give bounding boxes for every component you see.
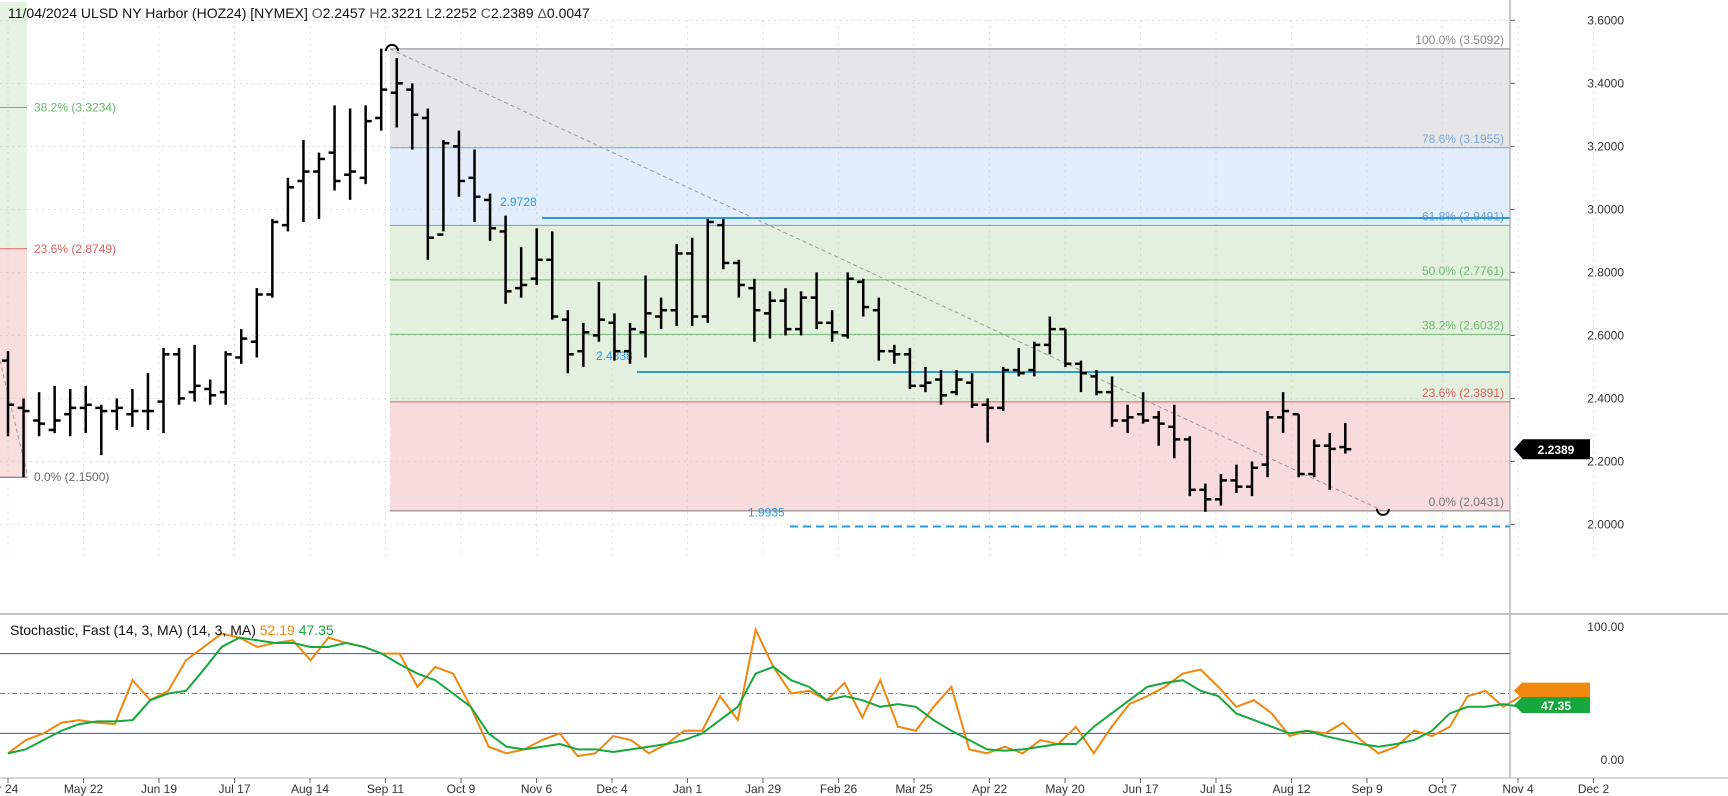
chart-header: 11/04/2024 ULSD NY Harbor (HOZ24) [NYMEX… [8,5,590,21]
fib-band [390,147,1510,226]
left-fib-band-green [0,2,27,249]
fib-levels: 38.2% (3.3234) 23.6% (2.8749) 0.0% (2.1500… [0,33,1510,512]
header-close-label: C [480,5,491,21]
trendline [389,48,1384,512]
fib-label: 61.8% (2.9491) [1422,209,1504,223]
ohlc-bars [2,48,1352,512]
price-axis-label: 2.6000 [1587,328,1624,342]
price-axis-label: 3.6000 [1587,13,1624,27]
header-low: 2.2252 [433,5,477,21]
fib-label: 100.0% (3.5092) [1415,33,1504,47]
x-axis-label: Sep 9 [1351,782,1383,796]
x-axis-label: Jun 17 [1122,782,1158,796]
price-axis-label: 2.2000 [1587,454,1624,468]
fib-label: 38.2% (2.6032) [1422,318,1504,332]
header-open-label: O [311,5,323,21]
price-axis-label: 2.4000 [1587,391,1624,405]
x-axis-label: Apr 22 [972,782,1008,796]
support-resistance-levels: 2.97282.48381.9935 [500,195,1510,528]
x-axis-label: Feb 26 [820,782,858,796]
x-axis-label: Jan 29 [745,782,781,796]
fib-band [390,48,1510,148]
fib-band [390,334,1510,402]
x-axis-label: Jul 17 [218,782,250,796]
left-fib-label: 38.2% (3.3234) [34,100,116,114]
x-axis-label: Jul 15 [1200,782,1232,796]
x-axis-label: Nov 4 [1502,782,1534,796]
x-axis-label: May 22 [64,782,104,796]
x-axis-label: Oct 9 [447,782,476,796]
price-axis-label: 3.0000 [1587,202,1624,216]
x-axis-label: Jun 19 [141,782,177,796]
price-axis-label: 3.2000 [1587,139,1624,153]
fib-band [390,401,1510,511]
stoch-d-line [7,636,1557,755]
stoch-k-tag [1514,682,1590,699]
fib-label: 50.0% (2.7761) [1422,264,1504,278]
fib-band [390,279,1510,335]
x-axis-label: Dec 2 [1578,782,1610,796]
stochastic-k-value: 52.19 [259,622,295,638]
stoch-axis-label: 0.00 [1601,753,1625,767]
swing-low-marker [1376,508,1390,516]
x-axis-label: r 24 [0,782,19,796]
fib-label: 0.0% (2.0431) [1429,495,1504,509]
stochastic-panel: 0.00 100.00 47.35 [0,620,1624,767]
x-axis-label: Oct 7 [1428,782,1457,796]
left-fib-label: 23.6% (2.8749) [34,242,116,256]
fib-label: 23.6% (2.3891) [1422,386,1504,400]
level-label: 2.9728 [500,195,537,209]
fib-bands [0,2,1510,511]
level-label: 1.9935 [748,506,785,520]
swing-markers [385,43,1390,516]
header-date: 11/04/2024 [8,5,78,21]
stochastic-label: Stochastic, Fast (14, 3, MA) (14, 3, MA) [10,622,256,638]
fib-label: 78.6% (3.1955) [1422,132,1504,146]
x-axis-label: Nov 6 [521,782,553,796]
left-fib-label: 0.0% (2.1500) [34,470,109,484]
last-price-label: 2.2389 [1538,443,1575,457]
price-axis-label: 3.4000 [1587,76,1624,90]
header-close: 2.2389 [490,5,534,21]
x-axis-label: Mar 25 [895,782,933,796]
header-change: 0.0047 [546,5,590,21]
header-high: 2.3221 [379,5,423,21]
stoch-d-tag-label: 47.35 [1541,699,1571,713]
stochastic-d-value: 47.35 [298,622,334,638]
header-open: 2.2457 [322,5,366,21]
stoch-axis-label: 100.00 [1587,620,1624,634]
stoch-d-tag [1514,697,1590,714]
price-axis-label: 2.8000 [1587,265,1624,279]
header-change-label: Δ [537,5,547,21]
stoch-k-line [7,626,1557,758]
x-axis-label: Jan 1 [673,782,703,796]
price-axis-label: 2.0000 [1587,517,1624,531]
x-axis-label: Aug 14 [291,782,329,796]
stochastic-header: Stochastic, Fast (14, 3, MA) (14, 3, MA)… [10,622,334,638]
header-symbol: ULSD NY Harbor (HOZ24) [NYMEX] [80,5,308,21]
x-axis-label: Dec 4 [596,782,628,796]
header-high-label: H [369,5,380,21]
swing-high-marker [385,43,399,52]
fib-band [390,225,1510,280]
last-price-tag [1514,439,1590,460]
x-axis-label: Sep 11 [367,782,404,796]
header-low-label: L [426,5,434,21]
x-axis-label: May 20 [1045,782,1085,796]
x-axis-label: Aug 12 [1272,782,1310,796]
